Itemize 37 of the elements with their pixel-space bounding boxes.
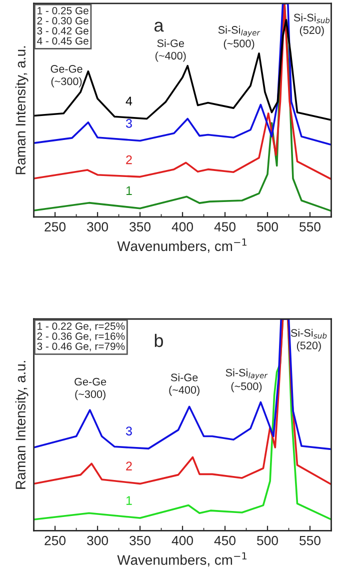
series-label: 1 [126,496,132,505]
x-tick-label: 500 [257,536,278,546]
x-axis-title: Wavenumbers, cm$^{−1}$ [117,238,247,253]
x-tick-label: 250 [44,536,66,546]
series-label: 2 [126,462,132,470]
annotation: 1 - 0.25 Ge 2 - 0.30 Ge 3 - 0.42 Ge 4 - 0.45 Ge [37,6,88,45]
x-tick-label: 550 [300,536,320,546]
annotation: 1 - 0.22 Ge, r=25% 2 - 0.36 Ge, r=16% 3 - 0.46 Ge, r=79% [37,322,125,352]
annotation: Si-Si$_{sub}$ (520) [290,328,327,352]
series-label: 3 [126,118,132,128]
x-tick-label: 450 [214,536,236,546]
x-tick-label: 500 [257,222,278,232]
x-tick-label: 400 [172,222,194,232]
annotation: Si-Ge (~400) [169,373,200,396]
series-label: 4 [126,96,132,106]
annotation: Si-Si$_{layer}$ (~500) [218,26,260,50]
annotation: Si-Si$_{layer}$ (~500) [226,368,268,392]
annotation: a [154,22,164,32]
annotation: Ge-Ge (~300) [50,65,82,88]
annotation: Si-Ge (~400) [155,39,186,62]
x-tick-label: 300 [87,536,108,546]
x-tick-label: 350 [130,536,151,546]
x-tick-label: 300 [87,222,108,232]
x-tick-label: 350 [130,222,151,232]
y-axis-title: Raman Intensity, a.u. [15,361,28,489]
y-axis-title: Raman Intensity, a.u. [15,46,28,174]
x-tick-label: 400 [172,536,194,546]
x-tick-label: 450 [214,222,236,232]
series-label: 1 [126,186,132,195]
x-tick-label: 250 [44,222,66,232]
x-tick-label: 550 [300,222,320,232]
x-axis-title: Wavenumbers, cm$^{−1}$ [117,552,247,567]
series-label: 2 [126,155,132,164]
annotation: b [154,334,163,348]
series-label: 3 [126,426,132,436]
annotation: Ge-Ge (~300) [74,378,106,400]
annotation: Si-Si$_{sub}$ (520) [294,13,330,36]
